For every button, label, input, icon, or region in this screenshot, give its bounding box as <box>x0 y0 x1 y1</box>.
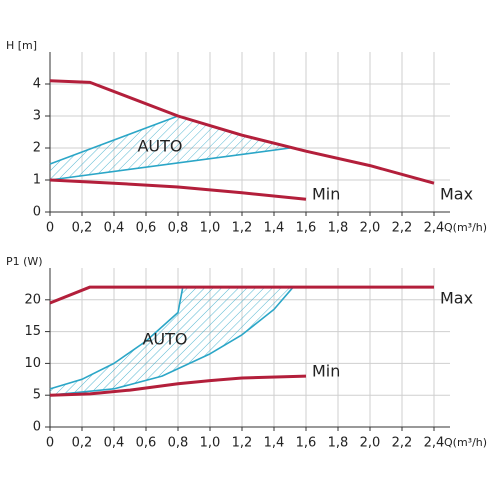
x-tick-label: 1,2 <box>232 221 253 236</box>
y-tick-label: 5 <box>33 388 41 403</box>
x-axis-label: Q(m³/h) <box>444 221 487 234</box>
x-tick-label: 0,4 <box>104 221 125 236</box>
y-tick-label: 3 <box>33 109 41 124</box>
x-tick-label: 2,2 <box>392 221 413 236</box>
x-tick-label: 0,4 <box>104 436 125 451</box>
x-tick-label: 2,4 <box>424 436 445 451</box>
y-tick-label: 10 <box>24 356 41 371</box>
y-axis-label: H [m] <box>6 39 37 52</box>
annotation: AUTO <box>142 330 187 349</box>
x-tick-label: 0 <box>46 436 54 451</box>
x-tick-label: 0 <box>46 221 54 236</box>
x-tick-label: 1,4 <box>264 436 285 451</box>
x-tick-label: 2,0 <box>360 436 381 451</box>
x-tick-label: 1,4 <box>264 221 285 236</box>
series-label: Max <box>440 185 473 204</box>
series-line <box>49 115 179 165</box>
auto-region <box>50 287 294 396</box>
x-tick-label: 0,8 <box>168 221 189 236</box>
series-label: Max <box>440 289 473 308</box>
x-tick-label: 1,6 <box>296 221 317 236</box>
x-tick-label: 0,2 <box>72 221 93 236</box>
x-tick-label: 1,0 <box>200 436 221 451</box>
series-label: Min <box>312 185 340 204</box>
series-line <box>49 285 434 305</box>
y-tick-label: 0 <box>33 205 41 220</box>
x-tick-label: 0,6 <box>136 436 157 451</box>
series-line <box>49 178 307 201</box>
x-tick-label: 2,4 <box>424 221 445 236</box>
x-tick-label: 0,2 <box>72 436 93 451</box>
x-tick-label: 0,6 <box>136 221 157 236</box>
y-tick-label: 20 <box>24 292 41 307</box>
series-line <box>49 79 435 185</box>
series-line <box>49 374 307 397</box>
series-label: Min <box>312 362 340 381</box>
y-tick-label: 15 <box>24 324 41 339</box>
x-tick-label: 0,8 <box>168 436 189 451</box>
y-axis-label: P1 (W) <box>6 255 43 268</box>
x-tick-label: 1,8 <box>328 221 349 236</box>
series-line <box>49 286 294 396</box>
x-tick-label: 1,8 <box>328 436 349 451</box>
y-tick-label: 1 <box>33 173 41 188</box>
y-tick-label: 2 <box>33 141 41 156</box>
series-line <box>49 286 184 390</box>
y-tick-label: 0 <box>33 420 41 435</box>
annotation: AUTO <box>137 137 182 156</box>
x-tick-label: 2,0 <box>360 221 381 236</box>
x-tick-label: 1,6 <box>296 436 317 451</box>
y-tick-label: 4 <box>33 77 41 92</box>
x-tick-label: 1,0 <box>200 221 221 236</box>
x-tick-label: 1,2 <box>232 436 253 451</box>
x-tick-label: 2,2 <box>392 436 413 451</box>
series-line <box>49 147 291 181</box>
x-axis-label: Q(m³/h) <box>444 436 487 449</box>
